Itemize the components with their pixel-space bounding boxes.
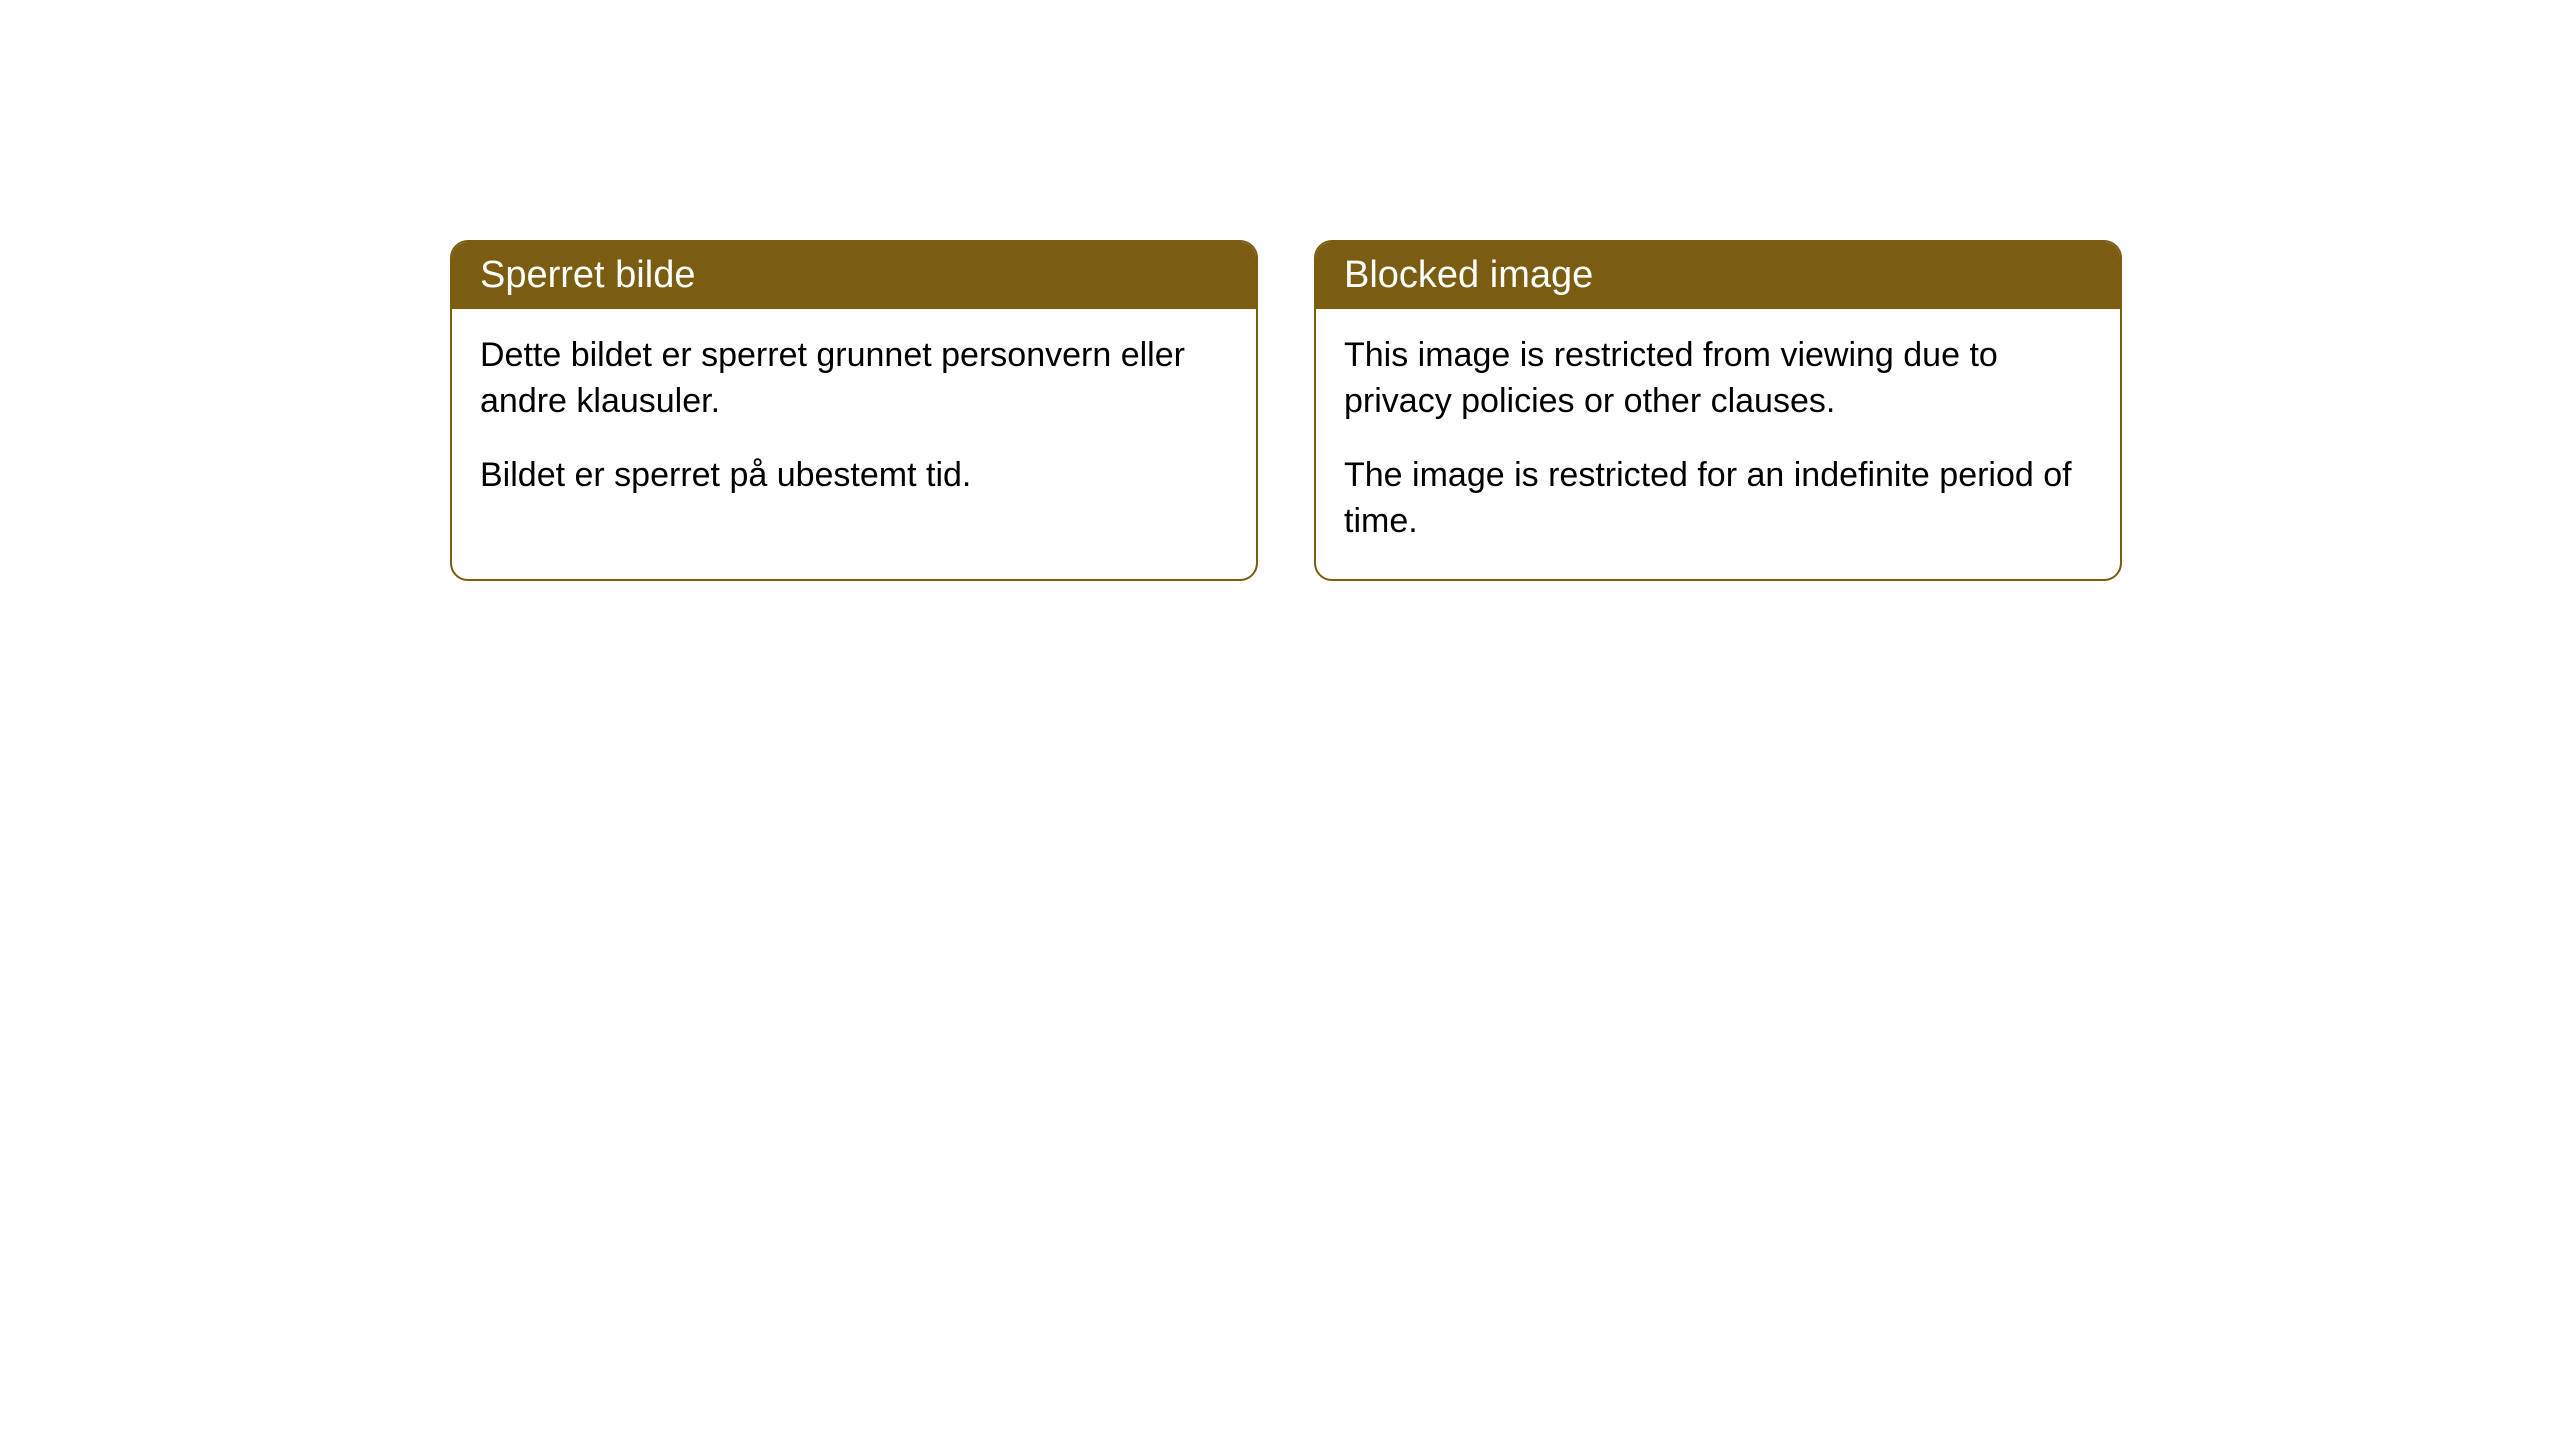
notice-card-norwegian: Sperret bilde Dette bildet er sperret gr…: [450, 240, 1258, 581]
notice-cards-container: Sperret bilde Dette bildet er sperret gr…: [450, 240, 2122, 581]
notice-card-english: Blocked image This image is restricted f…: [1314, 240, 2122, 581]
card-body-norwegian: Dette bildet er sperret grunnet personve…: [452, 309, 1256, 533]
card-title: Blocked image: [1344, 254, 1593, 296]
card-paragraph: Dette bildet er sperret grunnet personve…: [480, 333, 1228, 425]
card-header-english: Blocked image: [1316, 242, 2120, 309]
card-header-norwegian: Sperret bilde: [452, 242, 1256, 309]
card-paragraph: The image is restricted for an indefinit…: [1344, 453, 2092, 545]
card-paragraph: This image is restricted from viewing du…: [1344, 333, 2092, 425]
card-body-english: This image is restricted from viewing du…: [1316, 309, 2120, 579]
card-paragraph: Bildet er sperret på ubestemt tid.: [480, 453, 1228, 499]
card-title: Sperret bilde: [480, 254, 695, 296]
